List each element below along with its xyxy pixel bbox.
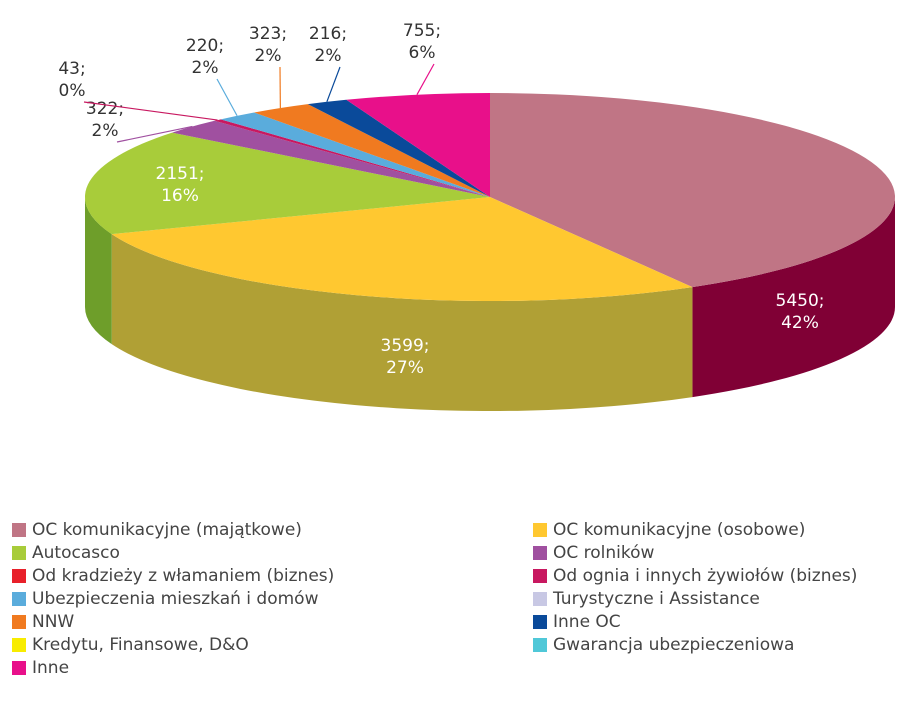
data-label: 2151; <box>156 164 205 184</box>
slice <box>172 120 490 197</box>
legend-label: Autocasco <box>32 543 120 563</box>
data-label: 2% <box>255 46 282 66</box>
slice-side <box>85 197 112 345</box>
legend-swatch <box>12 569 26 583</box>
legend-label: OC rolników <box>553 543 655 563</box>
legend-swatch <box>533 546 547 560</box>
legend-swatch <box>12 546 26 560</box>
data-label: 2% <box>92 121 119 141</box>
data-label: 216; <box>309 24 347 44</box>
legend-label: Od ognia i innych żywiołów (biznes) <box>553 566 857 586</box>
data-label: 16% <box>161 186 199 206</box>
slice <box>220 112 490 197</box>
legend-label: Kredytu, Finansowe, D&O <box>32 635 249 655</box>
leader-line <box>216 78 238 117</box>
leader-line <box>116 125 193 143</box>
legend-label: Od kradzieży z włamaniem (biznes) <box>32 566 334 586</box>
legend-swatch <box>533 615 547 629</box>
slice <box>254 104 490 197</box>
legend-swatch <box>12 592 26 606</box>
legend-label: Inne OC <box>553 612 621 632</box>
slice-side <box>692 197 895 398</box>
legend-label: NNW <box>32 612 74 632</box>
legend-label: OC komunikacyjne (osobowe) <box>553 520 805 540</box>
data-label: 2% <box>192 58 219 78</box>
legend-label: Gwarancja ubezpieczeniowa <box>553 635 794 655</box>
legend-swatch <box>533 592 547 606</box>
data-label: 322; <box>86 99 124 119</box>
slice <box>214 119 490 197</box>
legend-swatch <box>12 661 26 675</box>
leader-line <box>326 66 341 103</box>
slice <box>111 197 693 301</box>
legend-swatch <box>12 638 26 652</box>
slice <box>85 132 491 235</box>
legend-swatch <box>533 523 547 537</box>
legend-swatch <box>12 523 26 537</box>
data-label: 2% <box>315 46 342 66</box>
data-label: 27% <box>386 358 424 378</box>
data-label: 220; <box>186 36 224 56</box>
leader-line <box>83 101 218 121</box>
data-label: 755; <box>403 21 441 41</box>
data-label: 323; <box>249 24 287 44</box>
legend-swatch <box>533 569 547 583</box>
slice <box>346 93 490 197</box>
leader-line <box>416 63 435 95</box>
slice <box>490 93 896 288</box>
legend-swatch <box>533 638 547 652</box>
data-label: 42% <box>781 313 819 333</box>
data-label: 5450; <box>776 291 825 311</box>
slice <box>307 99 490 197</box>
legend-swatch <box>12 615 26 629</box>
legend-label: Inne <box>32 658 69 678</box>
data-label: 3599; <box>381 336 430 356</box>
legend-label: OC komunikacyjne (majątkowe) <box>32 520 302 540</box>
data-label: 0% <box>59 81 86 101</box>
data-label: 6% <box>409 43 436 63</box>
data-label: 43; <box>58 59 85 79</box>
legend-label: Turystyczne i Assistance <box>552 589 760 609</box>
legend-label: Ubezpieczenia mieszkań i domów <box>32 589 319 609</box>
slice-side <box>111 234 693 412</box>
